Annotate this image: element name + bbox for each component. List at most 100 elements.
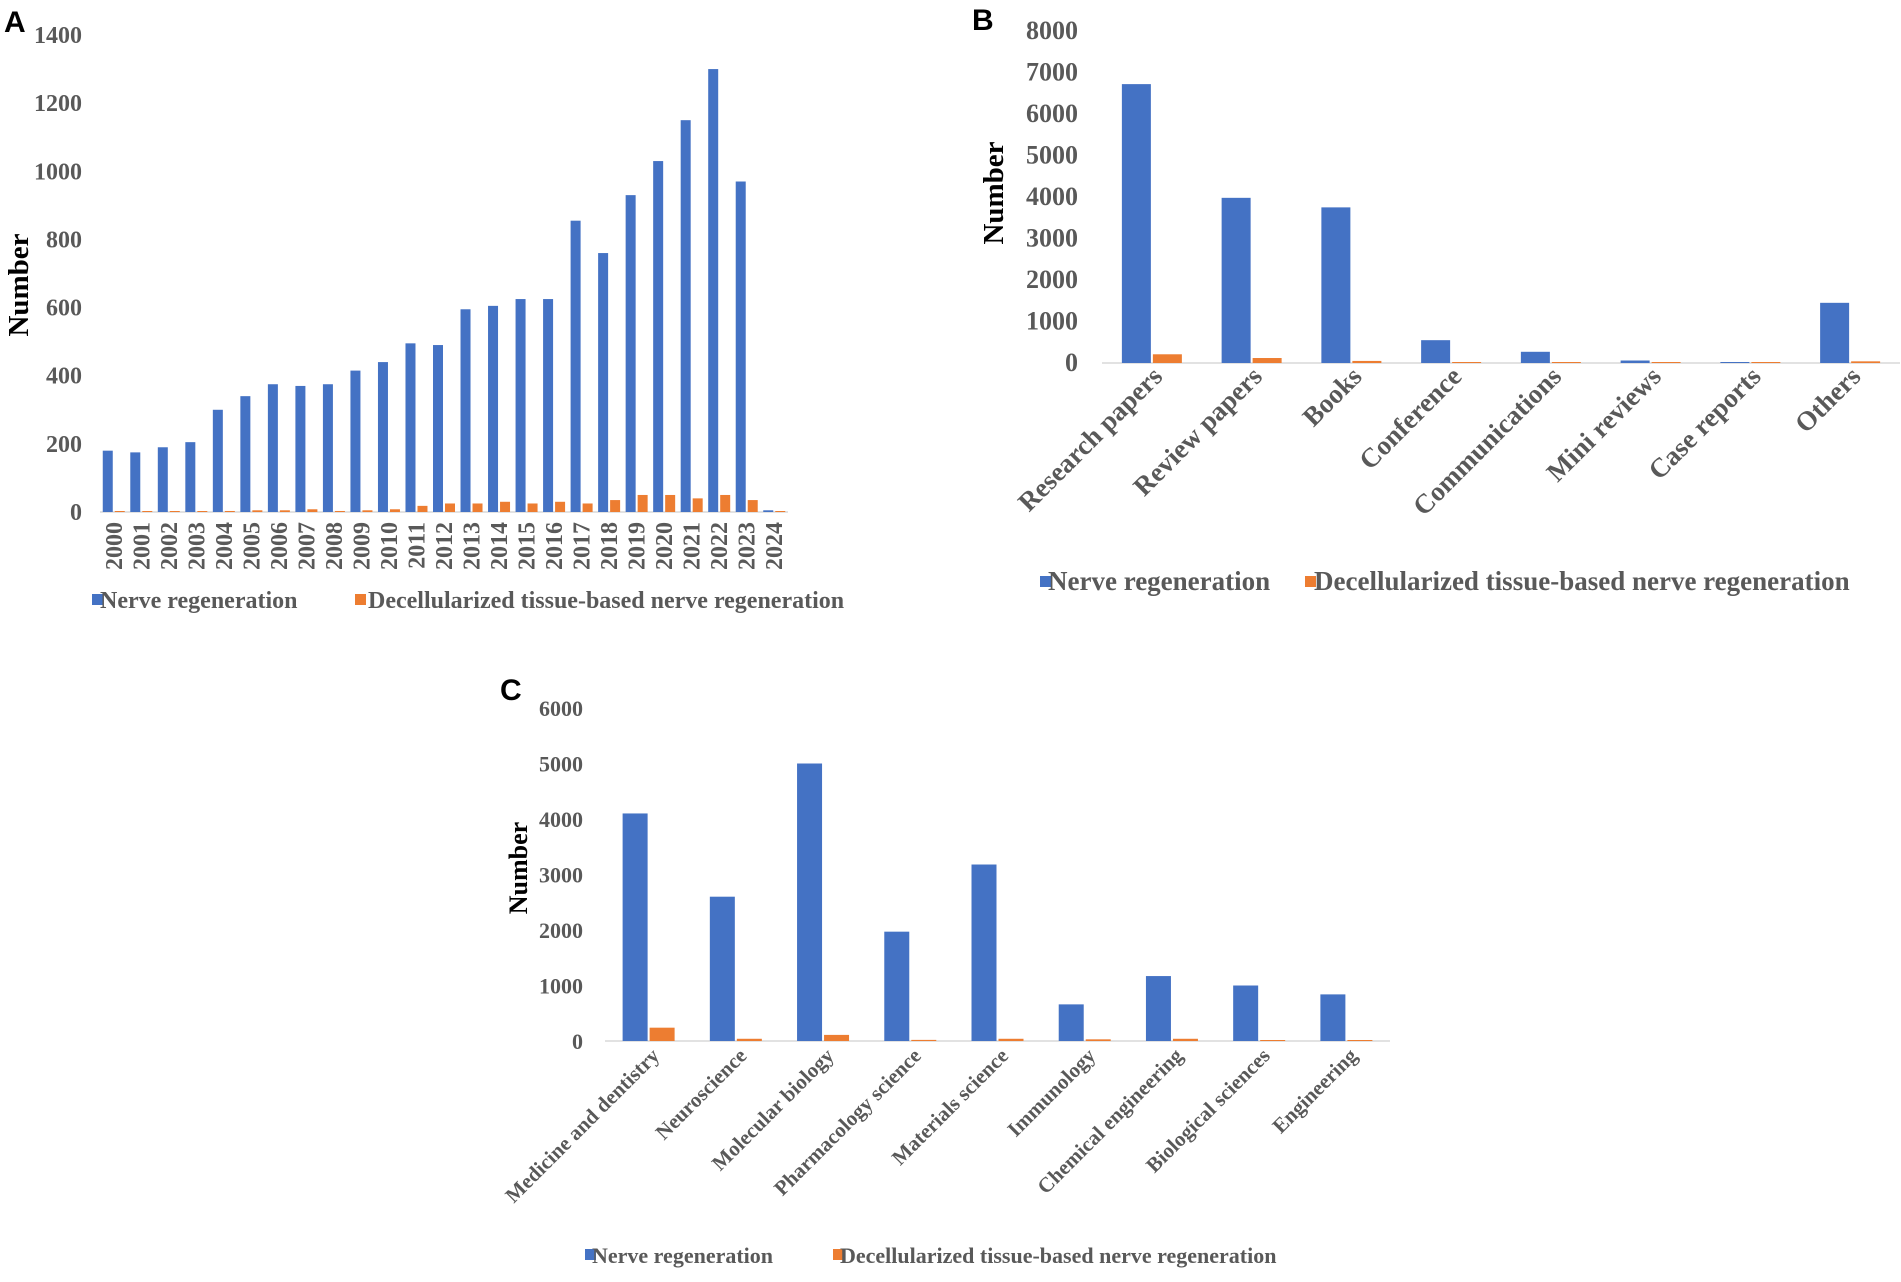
x-tick-label: Others (1789, 361, 1866, 438)
bar-nerve-regeneration (322, 384, 333, 512)
bar-decellularized (692, 498, 703, 512)
y-tick-label: 8000 (1026, 16, 1078, 45)
y-tick-label: 0 (70, 500, 82, 526)
bar-nerve-regeneration (971, 864, 997, 1041)
legend-swatch-decellularized (1305, 576, 1316, 587)
x-tick-label: 2016 (542, 522, 568, 570)
x-tick-label: 2012 (432, 522, 458, 570)
bar-nerve-regeneration (405, 343, 416, 512)
bar-decellularized (775, 511, 786, 512)
legend-label: Nerve regeneration (592, 1243, 773, 1268)
bar-nerve-regeneration (1421, 340, 1451, 363)
bar-nerve-regeneration (377, 362, 388, 512)
legend-label: Decellularized tissue-based nerve regene… (368, 588, 844, 614)
bar-nerve-regeneration (433, 345, 443, 512)
y-tick-label: 2000 (539, 918, 583, 943)
bar-nerve-regeneration (735, 181, 746, 512)
bar-decellularized (527, 503, 538, 512)
y-axis-label: Number (978, 141, 1010, 244)
bar-decellularized (1452, 362, 1482, 363)
y-tick-label: 3000 (539, 863, 583, 888)
bar-nerve-regeneration (267, 384, 278, 512)
bar-nerve-regeneration (240, 396, 251, 512)
bar-nerve-regeneration (460, 309, 471, 512)
bar-nerve-regeneration (709, 896, 735, 1041)
x-tick-label: 2002 (157, 522, 183, 570)
y-tick-label: 6000 (1026, 99, 1078, 128)
bar-decellularized (142, 511, 153, 512)
bar-decellularized (334, 510, 345, 512)
bar-nerve-regeneration (1620, 360, 1650, 363)
bar-decellularized (224, 510, 235, 512)
bar-decellularized (1172, 1038, 1198, 1041)
bar-nerve-regeneration (295, 385, 306, 512)
x-tick-label: Medicine and dentistry (500, 1043, 664, 1207)
bar-decellularized (610, 500, 621, 512)
x-tick-label: Immunology (1002, 1043, 1100, 1141)
y-tick-label: 5000 (1026, 141, 1078, 170)
legend-swatch-nerve (585, 1249, 596, 1260)
bar-nerve-regeneration (1058, 1004, 1084, 1041)
bar-nerve-regeneration (1820, 302, 1850, 363)
bar-nerve-regeneration (680, 120, 691, 512)
x-tick-label: Chemical engineering (1032, 1043, 1187, 1198)
bar-nerve-regeneration (102, 450, 113, 512)
legend-swatch-decellularized (355, 594, 366, 605)
y-tick-label: 0 (1065, 348, 1078, 377)
bar-decellularized (1651, 362, 1681, 363)
bar-decellularized (1152, 354, 1182, 363)
x-tick-label: 2021 (680, 522, 706, 570)
bar-decellularized (114, 511, 125, 512)
legend-label: Decellularized tissue-based nerve regene… (840, 1243, 1276, 1268)
y-tick-label: 1000 (539, 974, 583, 999)
bar-decellularized (1751, 362, 1781, 363)
y-tick-label: 6000 (539, 696, 583, 721)
x-tick-label: 2007 (294, 522, 320, 570)
bar-decellularized (307, 509, 318, 512)
bar-decellularized (1352, 360, 1382, 363)
chart-panel-a: A 0 200 400 600 800 1000 1200 1400 Number 2000 2001… (3, 6, 844, 614)
bar-decellularized (1252, 358, 1282, 363)
y-tick-label: 800 (46, 227, 82, 253)
bar-nerve-regeneration (1121, 84, 1151, 364)
legend-swatch-nerve (92, 594, 103, 605)
bar-nerve-regeneration (1320, 994, 1346, 1041)
bar-nerve-regeneration (570, 220, 581, 513)
bar-decellularized (649, 1027, 675, 1041)
bar-nerve-regeneration (488, 305, 499, 512)
chart-panel-b: B 0 1000 2000 3000 4000 5000 6000 7000 8000 Number… (972, 4, 1900, 596)
bar-nerve-regeneration (212, 409, 223, 512)
bar-decellularized (747, 500, 758, 512)
bar-nerve-regeneration (653, 161, 664, 513)
x-tick-label: 2003 (184, 522, 210, 570)
bar-nerve-regeneration (350, 370, 361, 512)
x-tick-label: 2006 (267, 522, 293, 570)
y-tick-label: 3000 (1026, 224, 1078, 253)
bar-nerve-regeneration (515, 299, 526, 512)
panel-letter: C (500, 674, 522, 707)
legend-label: Decellularized tissue-based nerve regene… (1314, 566, 1850, 596)
y-tick-label: 600 (46, 296, 82, 322)
x-tick-label: Books (1297, 361, 1368, 432)
bar-decellularized (417, 505, 428, 512)
y-tick-label: 1000 (34, 159, 82, 185)
y-tick-label: 7000 (1026, 58, 1078, 87)
x-tick-label: 2011 (404, 522, 430, 569)
bar-decellularized (1347, 1040, 1373, 1041)
bar-decellularized (472, 503, 483, 512)
bar-decellularized (197, 511, 208, 512)
bar-nerve-regeneration (763, 510, 774, 512)
bar-nerve-regeneration (1233, 985, 1259, 1041)
x-tick-label: 2004 (212, 522, 238, 570)
y-tick-label: 400 (46, 364, 82, 390)
bar-decellularized (389, 509, 400, 512)
x-tick-label: 2018 (597, 522, 623, 570)
bar-nerve-regeneration (130, 452, 141, 512)
y-tick-label: 1400 (34, 23, 82, 49)
bar-decellularized (362, 510, 373, 512)
x-tick-label: 2019 (625, 522, 651, 570)
x-tick-label: Pharmacology science (769, 1044, 926, 1201)
bar-decellularized (252, 510, 263, 512)
bar-nerve-regeneration (1145, 976, 1171, 1041)
bar-nerve-regeneration (797, 763, 823, 1041)
